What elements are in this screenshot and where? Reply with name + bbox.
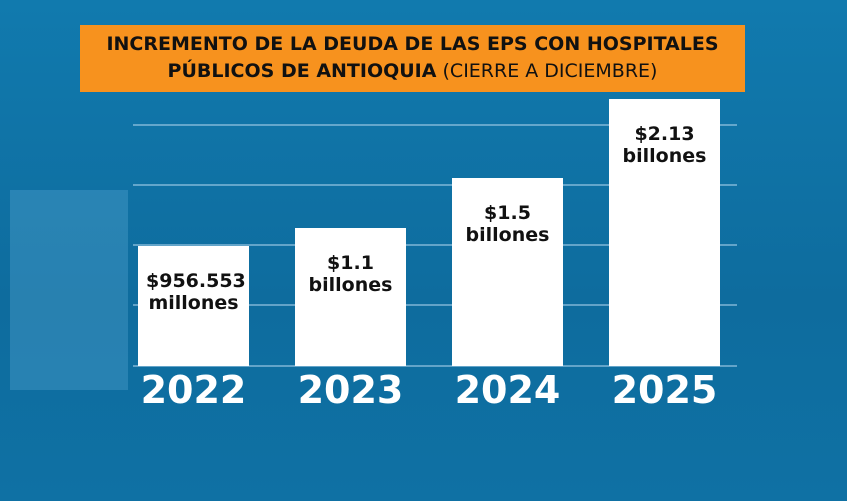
value-label: $1.1 billones: [308, 252, 393, 297]
x-tick-label: 2023: [297, 368, 404, 412]
bar: [138, 246, 249, 366]
x-tick-label: 2024: [454, 368, 561, 412]
background-line: [133, 184, 737, 186]
background-panel: [10, 190, 128, 390]
background-line: [133, 244, 737, 246]
value-label: $2.13 billones: [622, 123, 707, 167]
background-line: [133, 124, 737, 126]
bar: [609, 99, 720, 366]
bar: [295, 228, 406, 366]
value-label: $1.5 billones: [465, 201, 550, 246]
baseline: [133, 365, 737, 367]
x-tick-label: 2025: [611, 368, 718, 412]
bar: [452, 177, 563, 366]
x-tick-label: 2022: [140, 368, 247, 412]
background-line: [133, 304, 737, 306]
chart-title: INCREMENTO DE LA DEUDA DE LAS EPS CON HO…: [106, 33, 719, 82]
chart-subtitle: (CIERRE A DICIEMBRE): [442, 60, 658, 82]
value-label: $956.553 millones: [146, 270, 246, 315]
title-box: INCREMENTO DE LA DEUDA DE LAS EPS CON HO…: [80, 25, 745, 92]
